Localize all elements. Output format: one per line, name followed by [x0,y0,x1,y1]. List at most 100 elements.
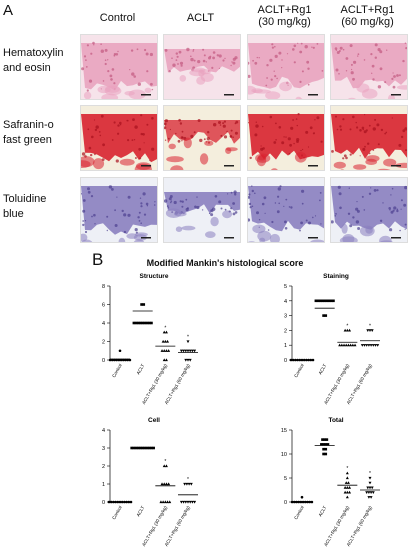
data-point [159,500,163,504]
data-point [324,314,328,317]
y-tick-label: 4 [102,321,105,327]
column-header-line2: (30 mg/kg) [258,16,311,28]
data-point [193,500,197,504]
data-point [371,491,375,494]
data-point [160,482,164,486]
y-tick-label: 2 [102,340,105,346]
data-point [369,496,373,499]
data-point [370,329,374,332]
y-tick-label: 1 [284,343,287,349]
micrograph-sofg-4 [330,105,408,171]
column-header-aclt-rg1-60: ACLT+Rg1 (60 mg/kg) [330,4,405,28]
data-point [322,443,325,446]
data-point [186,340,190,344]
data-point [368,481,372,485]
data-point [185,482,189,486]
data-point [367,344,371,347]
data-point [368,476,372,480]
data-point [166,500,170,504]
y-tick-label: 8 [102,284,105,290]
significance-star: * [164,325,166,331]
row-label-line1: Hematoxylin [3,47,64,59]
data-point [163,500,167,504]
significance-star: * [346,466,348,472]
data-point [345,476,349,480]
data-point [323,299,326,303]
data-point [322,452,325,456]
y-tick-label: 3 [284,314,287,320]
column-header-line1: ACLT+Rg1 [257,4,312,16]
data-point [107,500,111,504]
data-point [161,500,165,504]
data-point [140,303,143,306]
y-tick-label: 3 [102,446,105,452]
significance-star: * [187,335,189,341]
column-header-line1: ACLT+Rg1 [340,4,395,16]
x-tick-label: ACLT+Rg1 (60 mg/kg) [346,505,373,548]
data-point [186,349,190,353]
significance-star: * [369,471,371,477]
data-point [179,349,183,353]
y-tick-label: 0 [284,358,287,364]
x-tick-label: ACLT+Rg1 (30 mg/kg) [323,505,350,548]
data-point [130,446,133,450]
significance-star: * [187,477,189,483]
data-point [190,500,194,504]
data-point [332,299,335,303]
data-point [351,343,355,347]
x-tick-label: ACLT [317,505,327,518]
micrograph-tb-3 [247,177,325,243]
data-point [145,321,149,325]
data-point [189,482,193,486]
data-point [132,321,136,325]
data-point [188,349,192,353]
x-tick-label: ACLT+Rg1 (30 mg/kg) [323,363,350,406]
data-point [360,344,364,347]
data-point [162,349,166,352]
y-tick-label: 2 [284,328,287,334]
data-point [345,471,349,475]
data-point [167,482,171,486]
data-point [164,349,168,352]
data-point [190,349,194,353]
data-point [143,321,147,325]
data-point [311,358,315,362]
data-point [325,299,329,303]
y-tick-label: 6 [102,303,105,309]
plot-title: Total [328,417,343,424]
data-point [324,452,328,456]
data-point [345,490,349,494]
data-point [327,299,331,303]
data-point [371,344,375,347]
column-header-line1: ACLT [186,12,215,24]
data-point [321,438,324,441]
column-header-control: Control [80,12,155,24]
data-point [162,330,166,334]
data-point [346,343,350,347]
score-title: Modified Mankin's histological score [146,258,304,268]
data-point [369,491,373,494]
data-point [310,500,314,504]
row-label-line2: and eosin [3,62,51,74]
data-point [324,447,328,451]
data-point [289,358,293,362]
data-point [182,349,186,353]
data-point [321,299,324,303]
data-point [186,500,190,504]
data-point [152,446,155,450]
row-label-tb: Toluidine blue [3,192,46,222]
data-point [161,339,165,343]
y-tick-label: 1 [102,482,105,488]
row-label-line1: Safranin-o [3,119,54,131]
row-label-he: Hematoxylin and eosin [3,46,64,76]
data-point [184,349,188,353]
data-point [346,481,350,484]
significance-star: * [164,459,166,465]
data-point [142,303,146,306]
significance-star: * [369,323,371,329]
column-header-line1: Control [99,12,136,24]
x-tick-label: ACLT+Rg1 (30 mg/kg) [141,505,168,548]
data-point [323,438,326,441]
data-point [193,349,197,353]
column-header-aclt-rg1-30: ACLT+Rg1 (30 mg/kg) [247,4,322,28]
